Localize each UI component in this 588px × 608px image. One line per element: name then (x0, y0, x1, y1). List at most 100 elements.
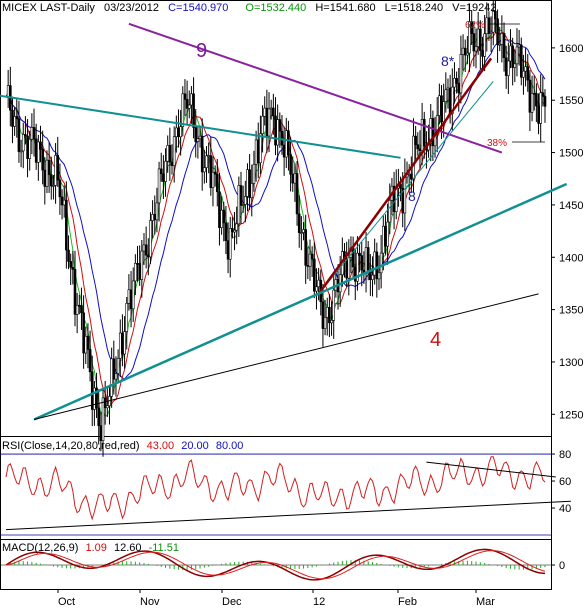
teal-downtrend-line (0, 94, 401, 159)
price-bar-body (24, 134, 27, 137)
macd-header: MACD(12,26,9) 1.09 12.60 -11.51 (2, 542, 179, 555)
price-bar-body (509, 45, 512, 62)
price-bar-body (381, 225, 385, 254)
ma-blue-line (5, 37, 546, 380)
price-bar-body (416, 144, 420, 150)
price-bar-body (528, 79, 532, 113)
price-bar-body (237, 185, 241, 225)
price-tick-label: 1450 (559, 200, 583, 212)
price-bar-body (220, 209, 223, 228)
price-bar-body (224, 222, 228, 241)
price-bar-body (448, 87, 452, 115)
price-bar-body (97, 407, 101, 426)
price-bar-body (515, 46, 519, 65)
price-bar-body (39, 141, 42, 150)
price-bar-body (32, 127, 36, 140)
price-bar-body (172, 136, 176, 166)
price-bar-body (159, 168, 163, 175)
price-bar-body (21, 134, 25, 152)
price-bar-body (162, 173, 165, 182)
price-bar-body (513, 63, 517, 68)
macd-tick-label: 0 (559, 560, 565, 572)
price-bar-body (356, 252, 359, 282)
price-bar-body (539, 92, 542, 124)
price-bar-body (231, 228, 234, 233)
price-bar-body (71, 267, 75, 270)
price-bar-body (170, 161, 174, 166)
x-tick-label: Mar (476, 596, 495, 608)
price-bar-body (291, 173, 295, 184)
price-bar-body (194, 127, 198, 142)
price-bar-body (248, 169, 251, 199)
price-bar-body (466, 52, 469, 56)
price-bar-body (254, 139, 258, 165)
price-bar-body (384, 225, 387, 247)
price-bar-body (412, 135, 415, 180)
price-bar-body (179, 126, 182, 138)
price-bar-body (455, 77, 458, 84)
volume-value: V=19242 (452, 2, 497, 14)
price-bar-body (284, 130, 288, 158)
price-bar-body (494, 11, 497, 20)
price-bar-body (541, 92, 545, 97)
macd-series (5, 548, 546, 581)
price-bar-body (446, 87, 450, 91)
price-bar-body (60, 196, 64, 206)
trend-lines (0, 22, 568, 421)
rsi-trend-line (426, 461, 556, 478)
price-bar-body (422, 119, 426, 147)
price-bar-body (121, 332, 124, 355)
price-bar-body (65, 199, 68, 251)
price-bar-body (218, 191, 221, 228)
price-bar-body (192, 93, 195, 128)
price-bar-body (306, 265, 310, 267)
rsi-lower: 20.00 (181, 440, 209, 452)
price-bar-body (364, 247, 368, 274)
rsi-tick-label: 60 (559, 476, 571, 488)
price-bar-body (289, 154, 292, 175)
price-bar-body (502, 33, 506, 59)
price-bar-body (332, 289, 336, 321)
price-bar-body (407, 173, 411, 176)
price-bar-body (313, 258, 316, 292)
price-bar-body (233, 229, 236, 233)
price-bar-body (149, 220, 152, 258)
price-bar-body (526, 66, 530, 81)
price-bars (6, 0, 547, 457)
price-bar-body (78, 304, 81, 307)
price-bar-body (207, 155, 210, 157)
price-bar-body (164, 160, 167, 182)
price-bar-body (461, 47, 465, 55)
price-bar-body (239, 185, 243, 206)
price-bar-body (278, 119, 282, 132)
price-bar-body (323, 317, 327, 329)
price-bar-body (110, 358, 113, 397)
x-tick-label: Nov (140, 596, 160, 608)
price-bar-body (226, 240, 230, 260)
maroon-uptrend-line (317, 57, 493, 295)
black-support-line (33, 293, 539, 421)
price-bar-body (58, 179, 62, 198)
price-bar-body (235, 223, 238, 231)
price-bar-body (6, 85, 10, 98)
price-bar-body (535, 93, 538, 107)
price-bar-body (37, 141, 40, 163)
rsi-series (5, 456, 571, 531)
price-bar-body (450, 86, 454, 115)
price-bar-body (155, 202, 159, 221)
macd-signal-line (5, 550, 546, 580)
price-bar-body (213, 171, 217, 175)
price-bar-body (269, 107, 273, 110)
price-bar-body (69, 261, 72, 268)
price-bar-body (19, 150, 23, 153)
price-bar-body (73, 269, 77, 315)
price-bar-body (142, 244, 146, 252)
price-bar-body (222, 209, 226, 224)
price-bar-body (498, 43, 502, 46)
price-bar-body (118, 332, 122, 359)
price-bar-body (203, 167, 206, 173)
price-bar-body (259, 133, 262, 164)
macd-value-3: -11.51 (148, 542, 179, 554)
price-bar-body (431, 118, 435, 147)
